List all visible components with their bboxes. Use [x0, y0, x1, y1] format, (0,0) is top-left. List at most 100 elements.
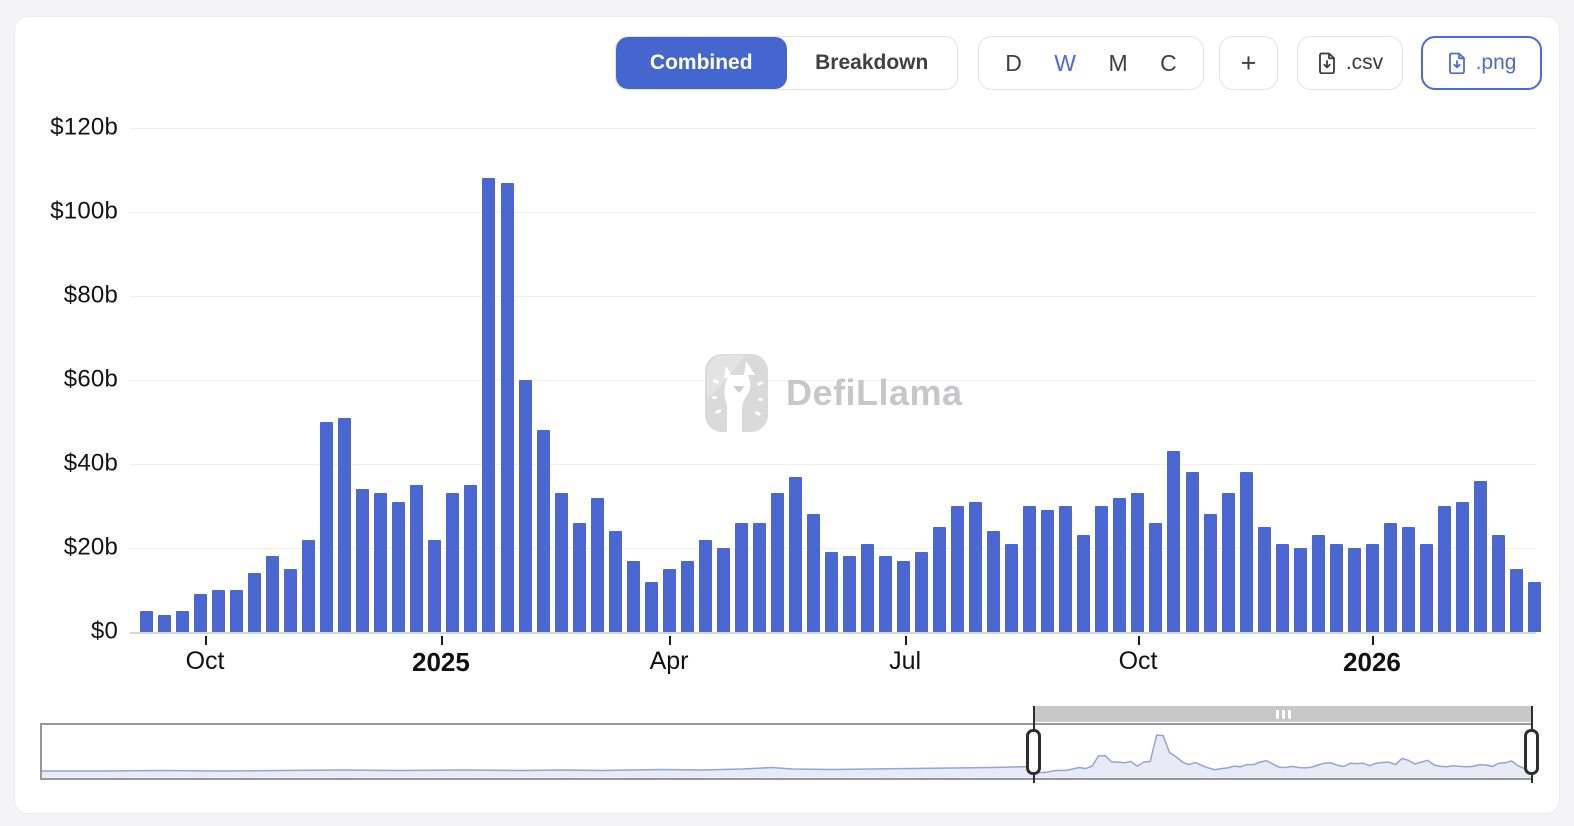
png-label: .png — [1475, 51, 1517, 74]
bar[interactable] — [302, 539, 316, 632]
bar[interactable] — [1077, 535, 1091, 632]
bar[interactable] — [1023, 506, 1037, 632]
brush-right-handle[interactable] — [1524, 729, 1539, 775]
bar[interactable] — [392, 501, 406, 632]
bar[interactable] — [446, 493, 460, 632]
bar[interactable] — [140, 611, 153, 632]
bar[interactable] — [1095, 506, 1109, 632]
bar[interactable] — [1528, 581, 1541, 632]
bar[interactable] — [770, 493, 784, 632]
bar[interactable] — [1203, 514, 1217, 632]
bar[interactable] — [861, 543, 875, 632]
bar[interactable] — [752, 522, 766, 632]
bar[interactable] — [590, 497, 604, 632]
bar[interactable] — [1005, 543, 1019, 632]
bar[interactable] — [933, 527, 947, 632]
bar[interactable] — [464, 485, 478, 632]
bar[interactable] — [1131, 493, 1145, 632]
bar[interactable] — [266, 556, 280, 632]
bar[interactable] — [410, 485, 424, 632]
bar[interactable] — [1437, 506, 1451, 632]
bar[interactable] — [1347, 548, 1361, 632]
bar[interactable] — [158, 615, 172, 632]
bar[interactable] — [1239, 472, 1253, 632]
bar[interactable] — [644, 581, 658, 632]
x-tick-label: Apr — [649, 647, 689, 675]
bar[interactable] — [662, 569, 676, 632]
interval-monthly[interactable]: M — [1108, 49, 1128, 76]
bar[interactable] — [951, 506, 965, 632]
bar[interactable] — [1293, 548, 1307, 632]
bar[interactable] — [338, 417, 352, 632]
bar[interactable] — [1491, 535, 1505, 632]
bar[interactable] — [734, 522, 748, 632]
brush-selection-strip[interactable] — [1034, 706, 1533, 722]
interval-daily[interactable]: D — [1005, 49, 1022, 76]
bar[interactable] — [879, 556, 893, 632]
x-tick — [440, 636, 443, 645]
bar[interactable] — [969, 501, 983, 632]
bar[interactable] — [248, 573, 262, 632]
time-range-brush[interactable] — [40, 723, 1533, 780]
bar[interactable] — [806, 514, 820, 632]
add-chart-button[interactable]: + — [1219, 36, 1278, 90]
bar[interactable] — [482, 178, 496, 632]
bar[interactable] — [1041, 510, 1055, 632]
bar[interactable] — [698, 539, 712, 632]
toggle-combined[interactable]: Combined — [616, 37, 787, 89]
bar[interactable] — [608, 531, 622, 632]
bar[interactable] — [1401, 527, 1415, 632]
x-tick-label: Oct — [185, 647, 225, 675]
bar[interactable] — [1455, 501, 1469, 632]
bar[interactable] — [1419, 543, 1433, 632]
bar[interactable] — [284, 569, 298, 632]
bar[interactable] — [1059, 506, 1073, 632]
bar[interactable] — [554, 493, 568, 632]
bar[interactable] — [1311, 535, 1325, 632]
bar[interactable] — [356, 489, 370, 632]
bar[interactable] — [1257, 527, 1271, 632]
bar[interactable] — [1509, 569, 1523, 632]
bar[interactable] — [374, 493, 388, 632]
interval-cumulative[interactable]: C — [1160, 49, 1177, 76]
bar[interactable] — [320, 422, 334, 632]
bar[interactable] — [212, 590, 226, 632]
bar[interactable] — [788, 476, 802, 632]
bar[interactable] — [230, 590, 244, 632]
bar[interactable] — [843, 556, 856, 632]
bar[interactable] — [1383, 522, 1397, 632]
bar[interactable] — [716, 548, 730, 632]
bar[interactable] — [572, 522, 586, 632]
bar[interactable] — [500, 182, 514, 632]
bar[interactable] — [1275, 543, 1289, 632]
bar[interactable] — [680, 560, 694, 632]
bar[interactable] — [1149, 522, 1163, 632]
brush-left-handle[interactable] — [1026, 729, 1041, 775]
bar[interactable] — [194, 594, 208, 632]
bar[interactable] — [897, 560, 911, 632]
bar[interactable] — [428, 539, 442, 632]
y-tick-label: $80b — [63, 281, 118, 309]
interval-weekly[interactable]: W — [1054, 49, 1077, 76]
bar[interactable] — [176, 611, 190, 632]
bar[interactable] — [915, 552, 929, 632]
bar[interactable] — [626, 560, 640, 632]
bar[interactable] — [518, 380, 532, 632]
bar[interactable] — [1113, 497, 1127, 632]
bar[interactable] — [1221, 493, 1235, 632]
bar[interactable] — [987, 531, 1001, 632]
grip-icon — [1282, 709, 1285, 719]
bar[interactable] — [1473, 480, 1487, 632]
bar[interactable] — [824, 552, 838, 632]
y-tick-label: $0 — [90, 617, 118, 645]
bar[interactable] — [1365, 543, 1379, 632]
bar[interactable] — [536, 430, 550, 632]
toggle-breakdown[interactable]: Breakdown — [815, 51, 929, 74]
bar[interactable] — [1329, 543, 1343, 632]
y-tick-label: $120b — [50, 113, 118, 141]
download-png-button[interactable]: .png — [1421, 36, 1542, 90]
bar[interactable] — [1167, 451, 1181, 632]
download-csv-button[interactable]: .csv — [1297, 36, 1403, 90]
bar[interactable] — [1185, 472, 1199, 632]
